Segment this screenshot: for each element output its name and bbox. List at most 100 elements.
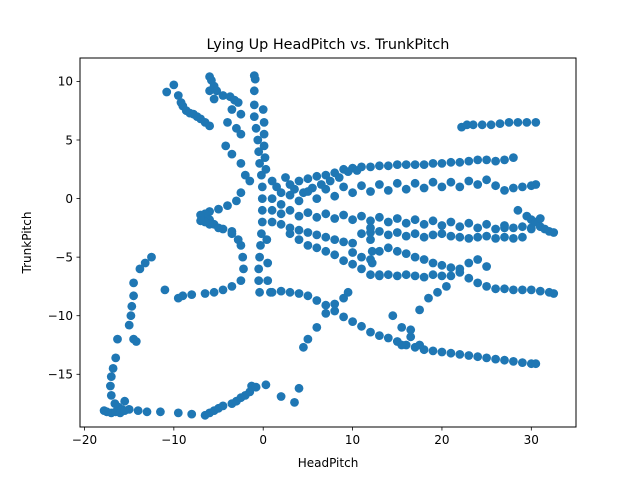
- data-point: [500, 223, 509, 233]
- data-point: [233, 98, 243, 107]
- data-point: [464, 273, 474, 283]
- data-point: [446, 231, 456, 241]
- x-axis-label: HeadPitch: [298, 456, 359, 470]
- data-point: [259, 118, 269, 127]
- data-point: [526, 285, 536, 295]
- data-point: [437, 271, 447, 281]
- data-point: [303, 334, 313, 344]
- data-point: [209, 94, 219, 104]
- data-point: [455, 232, 465, 242]
- data-point: [446, 348, 456, 358]
- data-point: [366, 270, 375, 280]
- data-point: [339, 237, 348, 247]
- data-point: [249, 100, 259, 110]
- data-point: [366, 216, 375, 226]
- data-point: [321, 209, 331, 219]
- data-point: [392, 160, 402, 170]
- data-point: [513, 118, 523, 127]
- data-point: [410, 252, 420, 262]
- data-point: [468, 120, 478, 130]
- data-point: [375, 212, 384, 222]
- data-point: [455, 350, 465, 359]
- data-point: [267, 205, 277, 215]
- data-point: [446, 263, 456, 273]
- data-point: [236, 276, 246, 285]
- data-point: [482, 155, 491, 165]
- data-point: [504, 118, 514, 127]
- data-point: [205, 86, 215, 96]
- data-point: [173, 408, 183, 418]
- data-point: [491, 354, 500, 364]
- data-point: [259, 141, 269, 151]
- data-point: [473, 352, 483, 362]
- data-point: [491, 284, 500, 294]
- data-point: [108, 364, 118, 373]
- data-point: [312, 212, 322, 222]
- data-point: [267, 217, 277, 227]
- data-point: [509, 357, 518, 366]
- data-point: [312, 230, 322, 240]
- data-point: [303, 174, 313, 184]
- data-point: [160, 285, 170, 295]
- data-point: [473, 223, 483, 233]
- data-point: [227, 282, 237, 291]
- data-point: [106, 372, 116, 381]
- data-point: [126, 311, 136, 321]
- data-point: [267, 194, 277, 204]
- data-point: [348, 248, 357, 257]
- data-point: [254, 147, 264, 157]
- data-point: [173, 293, 183, 303]
- data-point: [260, 153, 270, 163]
- data-point: [205, 121, 215, 131]
- data-point: [437, 182, 447, 192]
- data-point: [263, 258, 273, 268]
- data-point: [383, 333, 393, 343]
- data-point: [513, 205, 523, 215]
- data-point: [428, 177, 438, 187]
- data-point: [236, 241, 246, 250]
- data-point: [249, 112, 259, 121]
- data-point: [428, 258, 438, 268]
- data-point: [495, 119, 505, 128]
- data-point: [303, 187, 313, 196]
- x-tick-label: 0: [259, 433, 267, 447]
- data-point: [239, 264, 248, 274]
- data-point: [330, 306, 340, 316]
- data-point: [135, 264, 145, 274]
- data-point: [106, 381, 115, 391]
- data-point: [500, 355, 509, 365]
- data-point: [410, 160, 420, 170]
- data-point: [120, 396, 130, 406]
- data-point: [129, 278, 139, 288]
- data-point: [437, 347, 447, 357]
- data-point: [330, 299, 340, 309]
- data-point: [415, 340, 424, 350]
- data-point: [388, 311, 398, 321]
- y-tick-label: 10: [58, 75, 73, 89]
- data-point: [491, 234, 500, 243]
- data-point: [259, 129, 269, 139]
- y-tick-label: −5: [55, 250, 73, 264]
- data-point: [500, 155, 509, 165]
- data-point: [281, 173, 290, 182]
- data-point: [375, 270, 384, 280]
- data-point: [500, 232, 509, 242]
- data-point: [303, 241, 313, 250]
- data-point: [257, 229, 266, 239]
- data-point: [339, 210, 348, 220]
- data-point: [367, 258, 377, 268]
- data-point: [106, 391, 116, 400]
- data-point: [262, 235, 272, 245]
- data-point: [509, 183, 518, 193]
- chart-title: Lying Up HeadPitch vs. TrunkPitch: [207, 37, 450, 53]
- y-axis-label: TrunkPitch: [20, 212, 34, 275]
- data-point: [261, 380, 271, 390]
- data-point: [254, 276, 264, 285]
- data-point: [285, 205, 295, 215]
- data-point: [131, 337, 141, 346]
- data-point: [410, 271, 420, 281]
- data-point: [113, 334, 122, 344]
- data-point: [257, 182, 267, 192]
- data-point: [214, 223, 223, 233]
